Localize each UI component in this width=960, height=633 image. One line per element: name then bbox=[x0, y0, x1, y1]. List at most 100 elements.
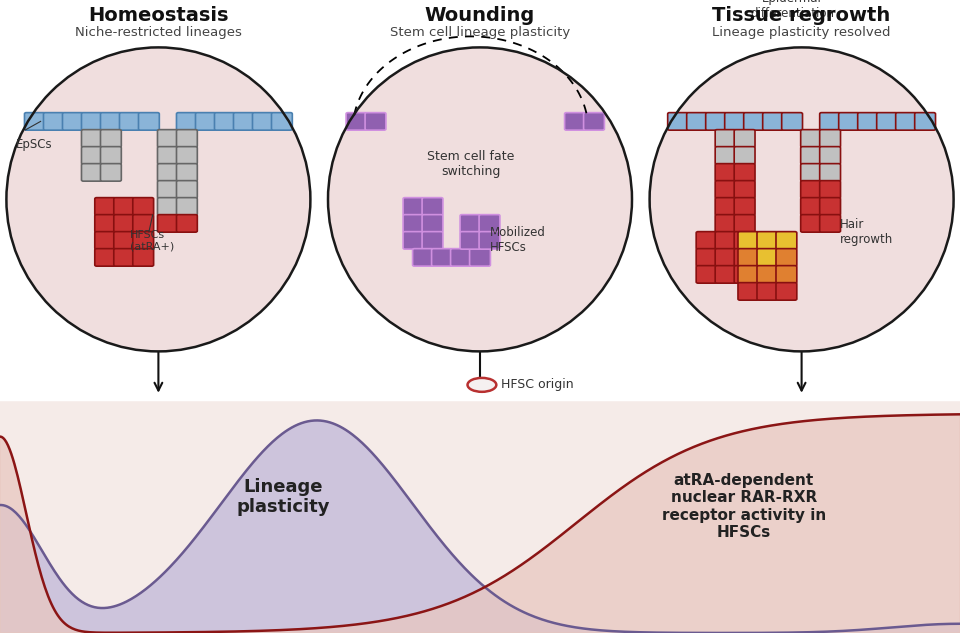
FancyBboxPatch shape bbox=[801, 130, 822, 147]
Text: Tissue regrowth: Tissue regrowth bbox=[712, 6, 891, 25]
Text: Niche-restricted lineages: Niche-restricted lineages bbox=[75, 27, 242, 39]
FancyBboxPatch shape bbox=[776, 282, 797, 300]
FancyBboxPatch shape bbox=[715, 197, 736, 215]
FancyBboxPatch shape bbox=[734, 215, 755, 232]
FancyBboxPatch shape bbox=[132, 215, 154, 232]
FancyBboxPatch shape bbox=[346, 113, 367, 130]
FancyBboxPatch shape bbox=[820, 130, 841, 147]
FancyBboxPatch shape bbox=[696, 232, 717, 249]
FancyBboxPatch shape bbox=[119, 113, 140, 130]
FancyBboxPatch shape bbox=[157, 197, 179, 215]
FancyBboxPatch shape bbox=[422, 215, 443, 232]
FancyBboxPatch shape bbox=[62, 113, 84, 130]
FancyBboxPatch shape bbox=[734, 163, 755, 181]
FancyBboxPatch shape bbox=[820, 147, 841, 164]
FancyBboxPatch shape bbox=[157, 215, 179, 232]
FancyBboxPatch shape bbox=[696, 249, 717, 266]
FancyBboxPatch shape bbox=[177, 163, 198, 181]
FancyBboxPatch shape bbox=[762, 113, 783, 130]
Text: Stem cell lineage plasticity: Stem cell lineage plasticity bbox=[390, 27, 570, 39]
FancyBboxPatch shape bbox=[915, 113, 935, 130]
FancyBboxPatch shape bbox=[43, 113, 64, 130]
Ellipse shape bbox=[650, 47, 953, 351]
Text: Epidermal
differentiation: Epidermal differentiation bbox=[750, 0, 834, 20]
FancyBboxPatch shape bbox=[564, 113, 586, 130]
Text: Lineage plasticity resolved: Lineage plasticity resolved bbox=[712, 27, 891, 39]
FancyBboxPatch shape bbox=[177, 130, 198, 147]
FancyBboxPatch shape bbox=[82, 130, 103, 147]
FancyBboxPatch shape bbox=[715, 163, 736, 181]
FancyBboxPatch shape bbox=[101, 147, 121, 164]
FancyBboxPatch shape bbox=[715, 215, 736, 232]
FancyBboxPatch shape bbox=[715, 180, 736, 198]
FancyBboxPatch shape bbox=[157, 163, 179, 181]
FancyBboxPatch shape bbox=[896, 113, 917, 130]
Text: EpSCs: EpSCs bbox=[16, 139, 53, 151]
FancyBboxPatch shape bbox=[413, 249, 433, 266]
FancyBboxPatch shape bbox=[734, 266, 755, 283]
Text: atRA-dependent
nuclear RAR-RXR
receptor activity in
HFSCs: atRA-dependent nuclear RAR-RXR receptor … bbox=[661, 473, 827, 540]
FancyBboxPatch shape bbox=[757, 232, 778, 249]
FancyBboxPatch shape bbox=[820, 215, 841, 232]
FancyBboxPatch shape bbox=[101, 163, 121, 181]
FancyBboxPatch shape bbox=[450, 249, 471, 266]
Text: Lineage
plasticity: Lineage plasticity bbox=[236, 477, 330, 517]
FancyBboxPatch shape bbox=[177, 215, 198, 232]
FancyBboxPatch shape bbox=[403, 197, 424, 215]
FancyBboxPatch shape bbox=[801, 147, 822, 164]
FancyBboxPatch shape bbox=[479, 232, 500, 249]
FancyBboxPatch shape bbox=[738, 232, 758, 249]
FancyBboxPatch shape bbox=[460, 232, 481, 249]
FancyBboxPatch shape bbox=[157, 130, 179, 147]
FancyBboxPatch shape bbox=[738, 266, 758, 283]
FancyBboxPatch shape bbox=[857, 113, 878, 130]
FancyBboxPatch shape bbox=[114, 232, 134, 249]
Text: HFSC origin: HFSC origin bbox=[501, 379, 574, 391]
FancyBboxPatch shape bbox=[157, 147, 179, 164]
FancyBboxPatch shape bbox=[101, 130, 121, 147]
FancyBboxPatch shape bbox=[715, 249, 736, 266]
FancyBboxPatch shape bbox=[820, 197, 841, 215]
FancyBboxPatch shape bbox=[114, 249, 134, 266]
FancyBboxPatch shape bbox=[252, 113, 274, 130]
FancyBboxPatch shape bbox=[196, 113, 216, 130]
FancyBboxPatch shape bbox=[460, 215, 481, 232]
FancyBboxPatch shape bbox=[214, 113, 235, 130]
FancyBboxPatch shape bbox=[584, 113, 605, 130]
FancyBboxPatch shape bbox=[95, 232, 115, 249]
Text: Hair
regrowth: Hair regrowth bbox=[840, 218, 893, 246]
FancyBboxPatch shape bbox=[432, 249, 452, 266]
Text: Homeostasis: Homeostasis bbox=[88, 6, 228, 25]
FancyBboxPatch shape bbox=[132, 197, 154, 215]
FancyBboxPatch shape bbox=[801, 215, 822, 232]
FancyBboxPatch shape bbox=[365, 113, 386, 130]
FancyBboxPatch shape bbox=[101, 113, 121, 130]
FancyBboxPatch shape bbox=[706, 113, 727, 130]
FancyBboxPatch shape bbox=[781, 113, 803, 130]
FancyBboxPatch shape bbox=[469, 249, 491, 266]
FancyBboxPatch shape bbox=[696, 266, 717, 283]
FancyBboxPatch shape bbox=[95, 197, 115, 215]
Ellipse shape bbox=[328, 47, 632, 351]
FancyBboxPatch shape bbox=[177, 113, 198, 130]
FancyBboxPatch shape bbox=[686, 113, 708, 130]
FancyBboxPatch shape bbox=[403, 232, 424, 249]
FancyBboxPatch shape bbox=[82, 113, 103, 130]
FancyBboxPatch shape bbox=[734, 197, 755, 215]
FancyBboxPatch shape bbox=[25, 113, 45, 130]
FancyBboxPatch shape bbox=[82, 147, 103, 164]
FancyBboxPatch shape bbox=[757, 266, 778, 283]
FancyBboxPatch shape bbox=[114, 215, 134, 232]
FancyBboxPatch shape bbox=[715, 130, 736, 147]
FancyBboxPatch shape bbox=[715, 147, 736, 164]
FancyBboxPatch shape bbox=[801, 163, 822, 181]
FancyBboxPatch shape bbox=[177, 180, 198, 198]
FancyBboxPatch shape bbox=[776, 249, 797, 266]
FancyBboxPatch shape bbox=[132, 249, 154, 266]
FancyBboxPatch shape bbox=[734, 232, 755, 249]
FancyBboxPatch shape bbox=[422, 232, 443, 249]
FancyBboxPatch shape bbox=[839, 113, 859, 130]
FancyBboxPatch shape bbox=[138, 113, 159, 130]
FancyBboxPatch shape bbox=[734, 249, 755, 266]
FancyBboxPatch shape bbox=[233, 113, 254, 130]
